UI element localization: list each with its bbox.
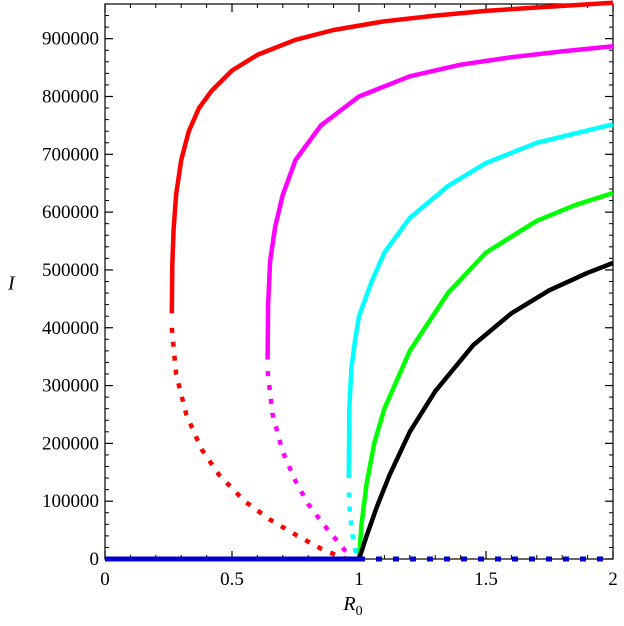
chart-labels: 0 0.5 1 1.5 2 0 100000 200000 300000 400000 500000…	[7, 29, 618, 619]
y-tick-label: 800000	[42, 87, 99, 108]
x-axis-title-main: R	[342, 593, 355, 615]
series-black-solid-7	[356, 260, 614, 560]
y-tick-label: 400000	[42, 318, 99, 339]
chart-curves	[105, 0, 614, 562]
series-magenta-solid-2	[265, 43, 614, 360]
y-tick-label: 300000	[42, 376, 99, 397]
x-tick-label: 0	[100, 569, 110, 590]
series-magenta-dotted-3	[265, 370, 354, 561]
x-axis-title-subscript: 0	[356, 604, 363, 619]
x-tick-label: 1	[354, 569, 364, 590]
y-tick-label: 100000	[42, 491, 99, 512]
x-axis-title: R0	[342, 593, 362, 619]
y-tick-label: 500000	[42, 260, 99, 281]
series-cyan-solid-4	[346, 122, 614, 479]
chart-axes	[104, 3, 614, 560]
series-green-solid-6	[356, 190, 614, 560]
x-tick-label: 1.5	[474, 569, 498, 590]
y-axis-title: I	[7, 273, 16, 295]
series-red-dotted-1	[169, 327, 348, 562]
x-tick-label: 0.5	[220, 569, 244, 590]
series-red-solid-0	[169, 0, 614, 314]
y-tick-label: 900000	[42, 29, 99, 50]
y-tick-label: 700000	[42, 144, 99, 165]
y-tick-label: 0	[90, 549, 100, 570]
y-tick-label: 200000	[42, 433, 99, 454]
x-tick-label: 2	[608, 569, 618, 590]
y-tick-label: 600000	[42, 202, 99, 223]
plot-frame	[104, 3, 614, 560]
